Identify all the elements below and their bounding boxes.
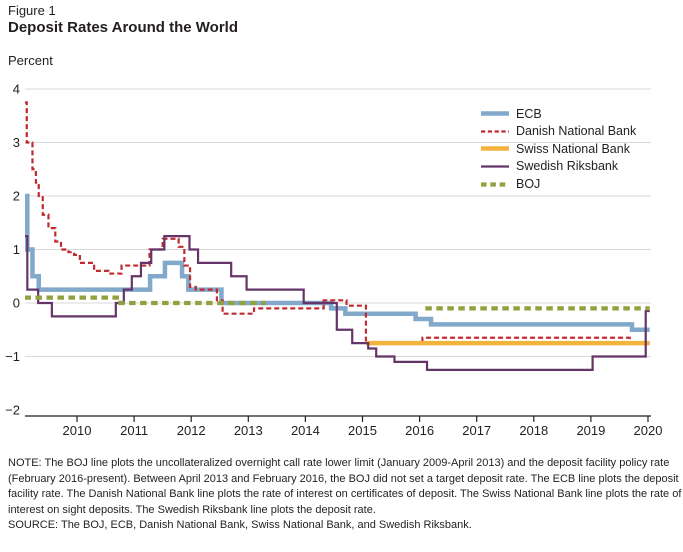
legend-item-danish-national-bank: Danish National Bank	[481, 123, 636, 141]
y-tick-label: 2	[13, 189, 20, 204]
figure-number: Figure 1	[8, 3, 56, 18]
x-tick-label: 2015	[348, 423, 377, 438]
legend-swatch	[481, 146, 509, 152]
legend-swatch	[481, 165, 509, 168]
chart-legend: ECB Danish National Bank Swiss National Ba…	[481, 105, 636, 193]
legend-label: BOJ	[516, 176, 541, 191]
legend-label: ECB	[516, 106, 542, 121]
series-line-swedish-riksbank	[25, 235, 650, 371]
legend-item-boj: BOJ	[481, 175, 636, 193]
x-tick-label: 2016	[405, 423, 434, 438]
note-text: NOTE: The BOJ line plots the uncollatera…	[8, 457, 682, 516]
chart-plot: 4 3 2 1 0 −1 −2 2010 2011 2012 2013 2014 2015 2016 201…	[5, 82, 663, 439]
source-text: SOURCE: The BOJ, ECB, Danish National Ba…	[8, 519, 472, 532]
x-tick-label: 2014	[291, 423, 320, 438]
x-tick-label: 2020	[634, 423, 663, 438]
footnote-block: NOTE: The BOJ line plots the uncollatera…	[8, 456, 682, 534]
y-axis-unit-label: Percent	[8, 53, 53, 68]
x-tick-label: 2019	[576, 423, 605, 438]
legend-label: Swedish Riksbank	[516, 159, 619, 174]
series-line-boj	[25, 295, 266, 306]
y-tick-label: −2	[5, 403, 20, 418]
legend-swatch	[481, 111, 509, 117]
x-tick-label: 2010	[63, 423, 92, 438]
x-tick-label: 2012	[177, 423, 206, 438]
series-line-ecb	[25, 193, 650, 332]
x-tick-label: 2013	[234, 423, 263, 438]
y-tick-label: 3	[13, 135, 20, 150]
series-line-danish-national-bank	[25, 101, 650, 345]
y-tick-label: 4	[13, 82, 20, 97]
legend-label: Danish National Bank	[516, 124, 637, 139]
figure-title: Deposit Rates Around the World	[8, 19, 239, 36]
legend-item-swiss-national-bank: Swiss National Bank	[481, 140, 636, 158]
legend-item-swedish-riksbank: Swedish Riksbank	[481, 158, 636, 176]
legend-swatch	[481, 130, 509, 133]
y-tick-label: 1	[13, 242, 20, 257]
x-tick-label: 2011	[120, 423, 148, 438]
y-tick-label: −1	[5, 349, 20, 364]
y-tick-label: 0	[13, 296, 20, 311]
legend-item-ecb: ECB	[481, 105, 636, 123]
legend-swatch	[481, 182, 509, 187]
legend-label: Swiss National Bank	[516, 141, 630, 156]
x-tick-label: 2018	[519, 423, 548, 438]
x-tick-label: 2017	[462, 423, 491, 438]
